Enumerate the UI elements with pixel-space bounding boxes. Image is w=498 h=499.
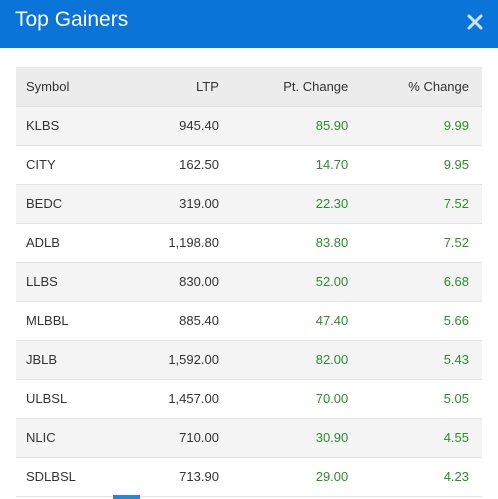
table-row[interactable]: LLBS 830.00 52.00 6.68 [16, 262, 482, 302]
cell-symbol: CITY [16, 145, 115, 185]
cell-pct-change: 5.66 [348, 301, 482, 341]
table-row[interactable]: NLIC 710.00 30.90 4.55 [16, 418, 482, 458]
table-row[interactable]: JBLB 1,592.00 82.00 5.43 [16, 340, 482, 380]
table-row[interactable]: BEDC 319.00 22.30 7.52 [16, 184, 482, 224]
cell-symbol: MLBBL [16, 301, 115, 341]
modal-title: Top Gainers [15, 8, 129, 31]
table-row[interactable]: ULBSL 1,457.00 70.00 5.05 [16, 379, 482, 419]
table-row[interactable]: SDLBSL 713.90 29.00 4.23 [16, 457, 482, 497]
table-row[interactable]: CITY 162.50 14.70 9.95 [16, 145, 482, 185]
cell-pct-change: 9.99 [348, 106, 482, 146]
cell-ltp: 885.40 [114, 301, 219, 341]
cell-pt-change: 14.70 [218, 145, 349, 185]
cell-ltp: 1,457.00 [114, 379, 219, 419]
cell-symbol: BEDC [16, 184, 115, 224]
modal-header: Top Gainers [0, 0, 498, 48]
cell-ltp: 1,592.00 [114, 340, 219, 380]
cell-pct-change: 9.95 [348, 145, 482, 185]
cell-symbol: KLBS [16, 106, 115, 146]
cell-ltp: 830.00 [114, 262, 219, 302]
cell-pct-change: 5.43 [348, 340, 482, 380]
cell-pct-change: 4.23 [348, 457, 482, 497]
cell-symbol: NLIC [16, 418, 115, 458]
cell-ltp: 945.40 [114, 106, 219, 146]
cell-ltp: 710.00 [114, 418, 219, 458]
column-header-ltp[interactable]: LTP [114, 67, 219, 107]
table-row[interactable]: KLBS 945.40 85.90 9.99 [16, 106, 482, 146]
cell-symbol: ULBSL [16, 379, 115, 419]
cell-pt-change: 30.90 [218, 418, 349, 458]
cell-pct-change: 5.05 [348, 379, 482, 419]
scroll-indicator[interactable] [113, 495, 140, 499]
cell-pt-change: 83.80 [218, 223, 349, 263]
cell-pct-change: 6.68 [348, 262, 482, 302]
cell-symbol: LLBS [16, 262, 115, 302]
cell-pt-change: 29.00 [218, 457, 349, 497]
cell-pct-change: 4.55 [348, 418, 482, 458]
cell-ltp: 319.00 [114, 184, 219, 224]
cell-pt-change: 70.00 [218, 379, 349, 419]
cell-pct-change: 7.52 [348, 184, 482, 224]
column-header-pct-change[interactable]: % Change [348, 67, 482, 107]
cell-pt-change: 47.40 [218, 301, 349, 341]
cell-symbol: ADLB [16, 223, 115, 263]
close-icon[interactable] [466, 13, 484, 31]
table-header-row: Symbol LTP Pt. Change % Change [16, 67, 482, 107]
cell-symbol: SDLBSL [16, 457, 115, 497]
cell-pt-change: 22.30 [218, 184, 349, 224]
cell-ltp: 1,198.80 [114, 223, 219, 263]
cell-ltp: 713.90 [114, 457, 219, 497]
cell-pt-change: 85.90 [218, 106, 349, 146]
cell-pt-change: 52.00 [218, 262, 349, 302]
gainers-table-container: Symbol LTP Pt. Change % Change KLBS 945.4… [16, 67, 482, 497]
cell-ltp: 162.50 [114, 145, 219, 185]
column-header-pt-change[interactable]: Pt. Change [218, 67, 349, 107]
column-header-symbol[interactable]: Symbol [16, 67, 115, 107]
cell-pct-change: 7.52 [348, 223, 482, 263]
cell-symbol: JBLB [16, 340, 115, 380]
cell-pt-change: 82.00 [218, 340, 349, 380]
table-row[interactable]: ADLB 1,198.80 83.80 7.52 [16, 223, 482, 263]
table-row[interactable]: MLBBL 885.40 47.40 5.66 [16, 301, 482, 341]
gainers-table: Symbol LTP Pt. Change % Change KLBS 945.4… [16, 67, 482, 497]
